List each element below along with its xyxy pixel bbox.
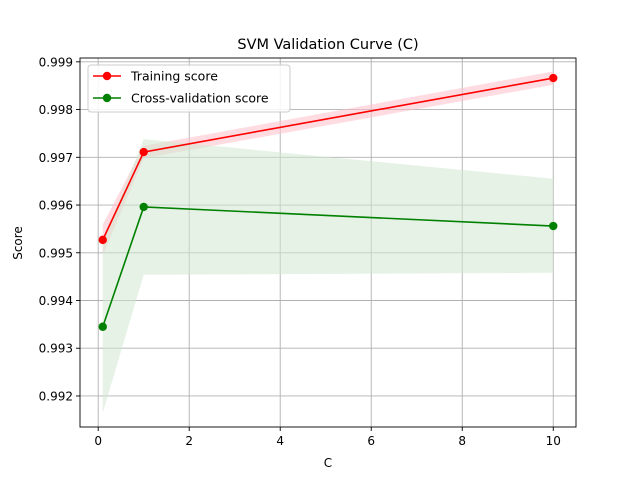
y-tick-label: 0.999 <box>39 55 73 69</box>
x-tick-label: 4 <box>276 434 284 448</box>
band-series-0 <box>102 71 554 256</box>
x-tick-label: 6 <box>367 434 375 448</box>
point-series-0 <box>139 147 148 157</box>
plot-frame <box>79 57 577 428</box>
x-tick-label: 10 <box>546 434 561 448</box>
legend-label: Cross-validation score <box>131 91 269 106</box>
y-tick-label: 0.998 <box>39 103 73 117</box>
legend-box <box>87 64 291 113</box>
x-tick-label: 0 <box>94 434 102 448</box>
y-tick-label: 0.992 <box>39 389 73 403</box>
chart-title: SVM Validation Curve (C) <box>237 37 418 53</box>
x-axis-label: C <box>324 456 332 470</box>
point-series-1 <box>98 322 107 331</box>
axis-ticks: 0 2 4 6 8 10 0.992 0.993 0.994 0.995 0.996 0.997 0.9… <box>39 55 561 448</box>
point-series-1 <box>139 202 148 212</box>
y-tick-label: 0.997 <box>39 151 73 165</box>
y-tick-label: 0.995 <box>39 246 73 260</box>
x-tick-label: 2 <box>185 434 193 448</box>
legend-label: Training score <box>130 69 218 84</box>
legend-marker <box>102 71 112 81</box>
point-series-1 <box>549 221 558 231</box>
point-series-0 <box>549 73 558 83</box>
y-tick-label: 0.996 <box>39 199 73 213</box>
y-tick-label: 0.994 <box>39 294 73 308</box>
legend-marker <box>102 93 112 103</box>
point-series-0 <box>98 235 107 245</box>
series-lines <box>98 73 558 331</box>
confidence-bands <box>102 71 554 413</box>
y-tick-label: 0.993 <box>39 342 73 356</box>
band-series-1 <box>102 139 554 413</box>
legend: Training score Cross-validation score <box>87 64 291 113</box>
y-axis-label: Score <box>11 226 25 260</box>
x-tick-label: 8 <box>458 434 466 448</box>
